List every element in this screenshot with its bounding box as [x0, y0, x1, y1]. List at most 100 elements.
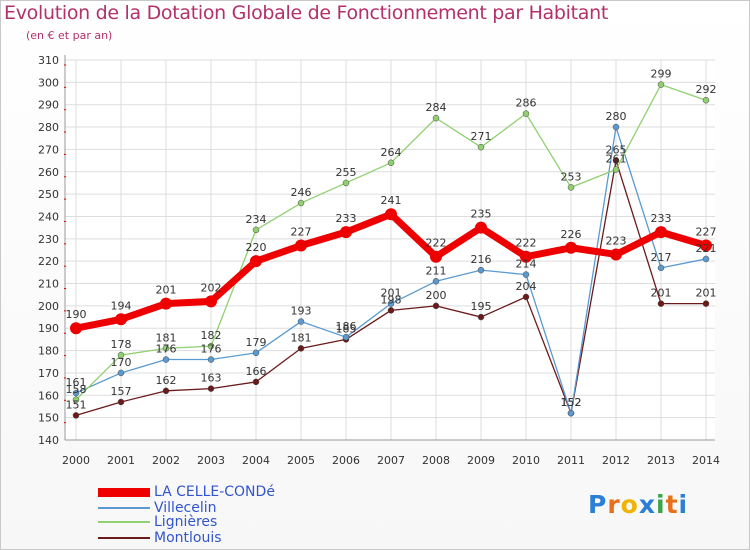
data-label-montlouis: 162 — [156, 374, 177, 387]
y-tick-label: 140 — [38, 434, 59, 447]
data-point-montlouis — [72, 412, 80, 419]
y-tick-label: 240 — [38, 210, 59, 223]
data-point-ligni-res — [297, 199, 305, 207]
y-tick-label: 210 — [38, 278, 59, 291]
y-tick-label: 220 — [38, 255, 59, 268]
y-tick-label: 170 — [38, 367, 59, 380]
data-point-villecelin — [342, 333, 350, 341]
data-point-la-celle-cond- — [430, 250, 442, 263]
data-point-montlouis — [387, 307, 395, 314]
legend-label: Lignières — [154, 514, 218, 530]
data-label-la-celle-cond-: 201 — [156, 284, 177, 297]
data-label-montlouis: 181 — [291, 331, 312, 344]
x-tick-label: 2005 — [287, 454, 315, 467]
data-label-villecelin: 217 — [651, 251, 672, 264]
x-tick-label: 2009 — [467, 454, 495, 467]
data-label-villecelin: 211 — [426, 264, 447, 277]
data-label-montlouis: 204 — [516, 280, 537, 293]
data-label-la-celle-cond-: 194 — [111, 299, 132, 312]
data-label-ligni-res: 182 — [201, 329, 222, 342]
data-point-montlouis — [657, 300, 665, 307]
legend-label: Montlouis — [154, 530, 222, 546]
x-tick-label: 2003 — [197, 454, 225, 467]
legend-swatch — [98, 537, 150, 539]
data-label-montlouis: 157 — [111, 385, 132, 398]
data-label-villecelin: 201 — [381, 287, 402, 300]
data-label-villecelin: 170 — [111, 356, 132, 369]
y-tick-label: 310 — [38, 54, 59, 67]
data-point-ligni-res — [432, 114, 440, 122]
data-label-ligni-res: 271 — [471, 130, 492, 143]
legend-swatch — [98, 487, 150, 497]
x-tick-label: 2010 — [512, 454, 540, 467]
data-point-ligni-res — [612, 166, 620, 173]
data-point-la-celle-cond- — [115, 313, 127, 326]
data-point-la-celle-cond- — [295, 239, 307, 252]
data-label-ligni-res: 284 — [426, 101, 447, 114]
data-point-montlouis — [252, 378, 260, 386]
data-point-ligni-res — [342, 179, 350, 187]
y-tick-label: 160 — [38, 389, 59, 402]
x-tick-label: 2012 — [602, 454, 630, 467]
data-point-ligni-res — [387, 159, 395, 167]
data-point-villecelin — [702, 255, 710, 263]
data-point-montlouis — [432, 302, 440, 310]
data-point-villecelin — [117, 369, 125, 377]
data-point-villecelin — [522, 271, 530, 278]
data-label-montlouis: 163 — [201, 372, 222, 385]
y-tick-label: 190 — [38, 322, 59, 335]
data-label-ligni-res: 261 — [606, 153, 627, 166]
x-tick-label: 2001 — [107, 454, 135, 467]
data-label-villecelin: 221 — [696, 242, 717, 255]
x-tick-label: 2000 — [62, 454, 90, 467]
data-label-la-celle-cond-: 223 — [606, 234, 627, 247]
data-label-villecelin: 186 — [336, 320, 357, 333]
legend-swatch — [98, 521, 150, 523]
data-label-ligni-res: 253 — [561, 170, 582, 183]
chart-title: Evolution de la Dotation Globale de Fonc… — [4, 2, 609, 24]
data-label-montlouis: 195 — [471, 300, 492, 313]
data-point-ligni-res — [657, 81, 665, 88]
data-point-montlouis — [297, 345, 305, 352]
y-tick-label: 180 — [38, 345, 59, 358]
y-tick-label: 300 — [38, 76, 59, 89]
data-label-villecelin: 280 — [606, 110, 627, 123]
data-label-la-celle-cond-: 241 — [381, 194, 402, 207]
data-label-ligni-res: 264 — [381, 146, 402, 159]
data-label-montlouis: 201 — [651, 287, 672, 300]
data-label-villecelin: 152 — [561, 396, 582, 409]
y-tick-label: 150 — [38, 412, 59, 425]
data-point-montlouis — [522, 293, 530, 301]
data-point-montlouis — [117, 398, 125, 406]
data-point-ligni-res — [252, 226, 260, 234]
data-label-villecelin: 176 — [201, 343, 222, 356]
data-point-la-celle-cond- — [475, 221, 487, 234]
x-tick-label: 2007 — [377, 454, 405, 467]
x-tick-label: 2004 — [242, 454, 270, 467]
y-tick-label: 280 — [38, 121, 59, 134]
legend-label: LA CELLE-CONDé — [154, 484, 275, 500]
legend-item-la-celle-conde: LA CELLE-CONDé — [98, 484, 275, 500]
data-label-montlouis: 185 — [336, 322, 357, 335]
data-point-ligni-res — [162, 345, 170, 352]
data-point-la-celle-cond- — [250, 255, 262, 268]
data-point-la-celle-cond- — [160, 297, 172, 310]
data-point-montlouis — [207, 385, 215, 392]
data-label-la-celle-cond-: 202 — [201, 281, 222, 294]
data-point-ligni-res — [567, 184, 575, 191]
legend-label: Villecelin — [154, 500, 217, 516]
data-label-ligni-res: 255 — [336, 166, 357, 179]
y-tick-label: 290 — [38, 99, 59, 112]
y-tick-label: 200 — [38, 300, 59, 313]
data-label-ligni-res: 181 — [156, 331, 177, 344]
data-label-villecelin: 214 — [516, 258, 537, 271]
data-label-montlouis: 201 — [696, 287, 717, 300]
data-label-montlouis: 151 — [66, 398, 87, 411]
data-label-ligni-res: 178 — [111, 338, 132, 351]
data-label-villecelin: 216 — [471, 253, 492, 266]
proxiti-logo: Proxiti — [588, 490, 689, 519]
data-point-la-celle-cond- — [520, 250, 532, 263]
legend: LA CELLE-CONDé Villecelin Lignières Mont… — [98, 484, 398, 548]
data-point-montlouis — [702, 300, 710, 307]
